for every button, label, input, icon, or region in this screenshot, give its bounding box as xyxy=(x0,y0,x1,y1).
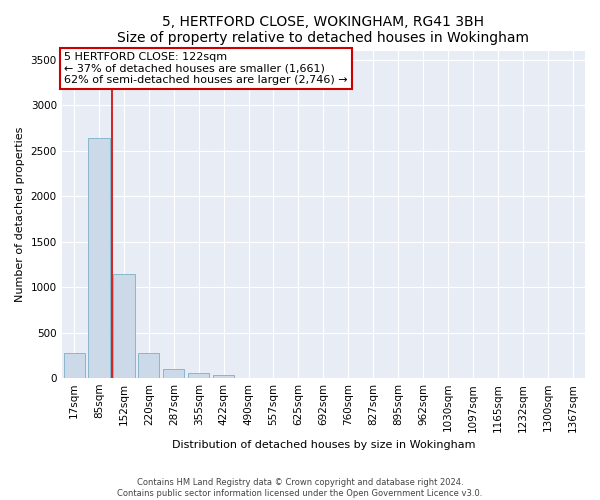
Bar xyxy=(163,370,184,378)
Y-axis label: Number of detached properties: Number of detached properties xyxy=(15,126,25,302)
Text: Contains HM Land Registry data © Crown copyright and database right 2024.
Contai: Contains HM Land Registry data © Crown c… xyxy=(118,478,482,498)
Bar xyxy=(213,376,234,378)
X-axis label: Distribution of detached houses by size in Wokingham: Distribution of detached houses by size … xyxy=(172,440,475,450)
Bar xyxy=(113,274,134,378)
Bar xyxy=(88,138,110,378)
Bar xyxy=(64,352,85,378)
Bar xyxy=(188,373,209,378)
Bar xyxy=(138,352,160,378)
Text: 5 HERTFORD CLOSE: 122sqm
← 37% of detached houses are smaller (1,661)
62% of sem: 5 HERTFORD CLOSE: 122sqm ← 37% of detach… xyxy=(64,52,348,86)
Title: 5, HERTFORD CLOSE, WOKINGHAM, RG41 3BH
Size of property relative to detached hou: 5, HERTFORD CLOSE, WOKINGHAM, RG41 3BH S… xyxy=(118,15,529,45)
